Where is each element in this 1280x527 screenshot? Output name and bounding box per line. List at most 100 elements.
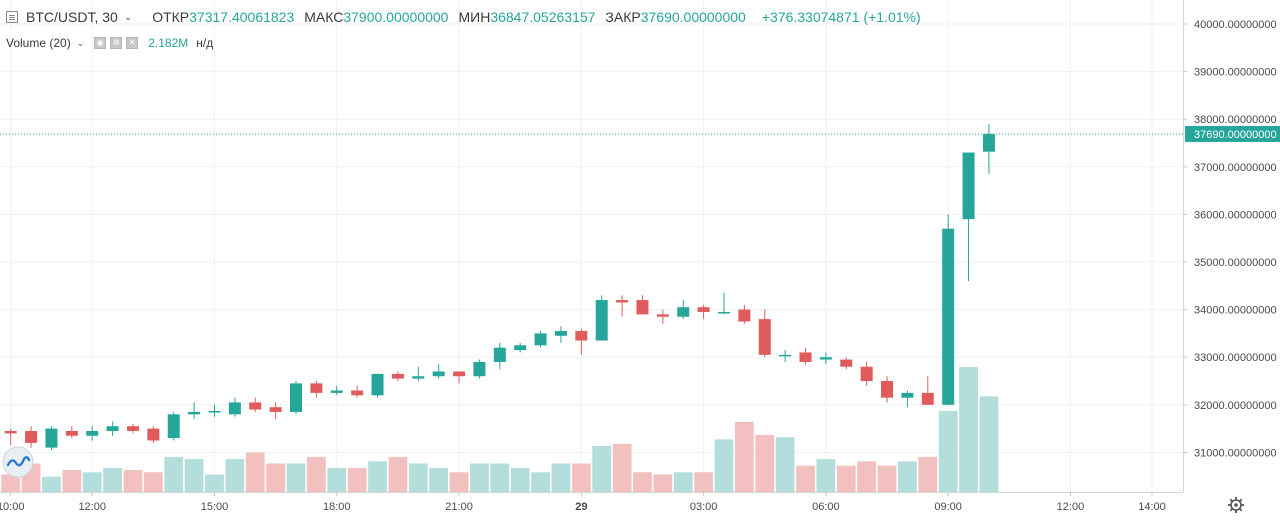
candle [412, 366, 425, 381]
eye-icon[interactable]: ◉ [94, 37, 107, 49]
time-tick-label: 03:00 [690, 501, 718, 513]
last-price-label: 37690.00000000 [1194, 129, 1277, 141]
open-value: 37317.40061823 [189, 9, 295, 25]
candle-body [514, 345, 527, 351]
candle-body [738, 309, 751, 322]
grid [0, 0, 1183, 492]
candle-body [799, 352, 812, 362]
candle [45, 426, 58, 451]
volume-bar [225, 459, 245, 492]
candle [453, 371, 466, 384]
change-value: +376.33074871 (+1.01%) [761, 9, 921, 25]
candle [697, 304, 710, 320]
candle-body [249, 402, 262, 410]
candle [249, 397, 262, 412]
low-label: МИН [458, 9, 491, 25]
collapse-legend-icon[interactable] [6, 11, 18, 23]
candle-body [493, 347, 506, 362]
price-tick-label: 32000.00000000 [1194, 400, 1277, 412]
candle-body [636, 300, 649, 315]
candle [310, 381, 323, 398]
candle-body [106, 426, 119, 431]
candle [779, 350, 792, 362]
candle-body [717, 311, 730, 314]
volume-na-value: н/д [196, 36, 214, 50]
volume-bar [368, 461, 387, 492]
gear-icon[interactable] [1228, 497, 1244, 513]
candle [86, 426, 99, 441]
volume-bar [184, 459, 204, 492]
candle-body [758, 319, 771, 355]
close-icon[interactable]: ✕ [126, 37, 139, 49]
candle [677, 300, 690, 320]
volume-bar [938, 410, 958, 492]
volume-indicator-label[interactable]: Volume (20) [6, 36, 71, 50]
candle-body [575, 331, 588, 341]
volume-bar [775, 437, 795, 492]
candle [616, 295, 629, 317]
volume-bar [694, 472, 713, 492]
candle [575, 328, 588, 355]
candle [534, 331, 547, 348]
price-tick-label: 39000.00000000 [1194, 67, 1277, 79]
volume-bar [123, 470, 143, 492]
volume-bar [307, 456, 326, 492]
candle-body [881, 381, 894, 398]
last-price-badge: 37690.00000000 [1185, 125, 1280, 142]
volume-bar [82, 472, 102, 492]
volume-bar [592, 445, 612, 492]
price-axis[interactable]: 40000.00000000 39000.00000000 38000.000000… [1183, 19, 1277, 459]
candle-body [290, 383, 303, 412]
candle-body [310, 383, 323, 393]
time-tick-label: 12:00 [78, 501, 106, 513]
settings-small-icon[interactable]: ✲ [110, 37, 123, 49]
volume-bar [164, 456, 184, 492]
volume-bar [510, 467, 530, 492]
price-tick-label: 33000.00000000 [1194, 352, 1277, 364]
volume-bar [245, 452, 265, 492]
volume-bar [836, 465, 856, 492]
price-tick-label: 40000.00000000 [1194, 19, 1277, 31]
candle-body [697, 307, 710, 312]
volume-bar [918, 456, 938, 492]
candle-body [432, 371, 445, 377]
tradingview-logo-icon[interactable] [2, 446, 34, 478]
candle [656, 309, 669, 324]
volume-bar [734, 421, 754, 492]
chevron-down-icon[interactable]: ⌄ [123, 11, 133, 23]
candle [962, 152, 975, 282]
chevron-down-icon[interactable]: ⌄ [76, 37, 85, 48]
volume-bar [388, 456, 408, 492]
volume-bar [979, 396, 999, 492]
candle-body [982, 133, 995, 152]
time-tick-label: 14:00 [1138, 501, 1166, 513]
time-tick-label: 15:00 [201, 501, 229, 513]
volume-bar [571, 463, 591, 492]
volume-bar [633, 472, 652, 492]
time-tick-label: 18:00 [323, 501, 351, 513]
time-axis[interactable]: 10:00 12:00 15:00 18:00 21:00 29 03:00 06:00 09:… [0, 492, 1166, 513]
volume-bar [470, 463, 489, 492]
candle [860, 361, 873, 386]
ohlc-legend: BTC/USDT, 30 ⌄ ОТКР 37317.40061823 МАКС 37… [6, 9, 921, 25]
candle [493, 342, 506, 370]
candle [799, 347, 812, 365]
volume-bar [877, 465, 897, 492]
volume-bar [408, 463, 428, 492]
candle [514, 342, 527, 353]
candle-body [269, 407, 282, 412]
candle [106, 421, 119, 436]
candle-body [860, 366, 873, 381]
candle [330, 385, 343, 396]
volume-bar [796, 465, 815, 492]
candle [717, 292, 730, 315]
candle-body [351, 390, 364, 396]
volume-bar [449, 472, 469, 492]
candle [188, 402, 201, 420]
candle [126, 423, 139, 434]
price-tick-label: 36000.00000000 [1194, 209, 1277, 221]
candle-body [208, 410, 221, 413]
symbol-label[interactable]: BTC/USDT, 30 [26, 9, 118, 25]
candle [208, 404, 221, 417]
